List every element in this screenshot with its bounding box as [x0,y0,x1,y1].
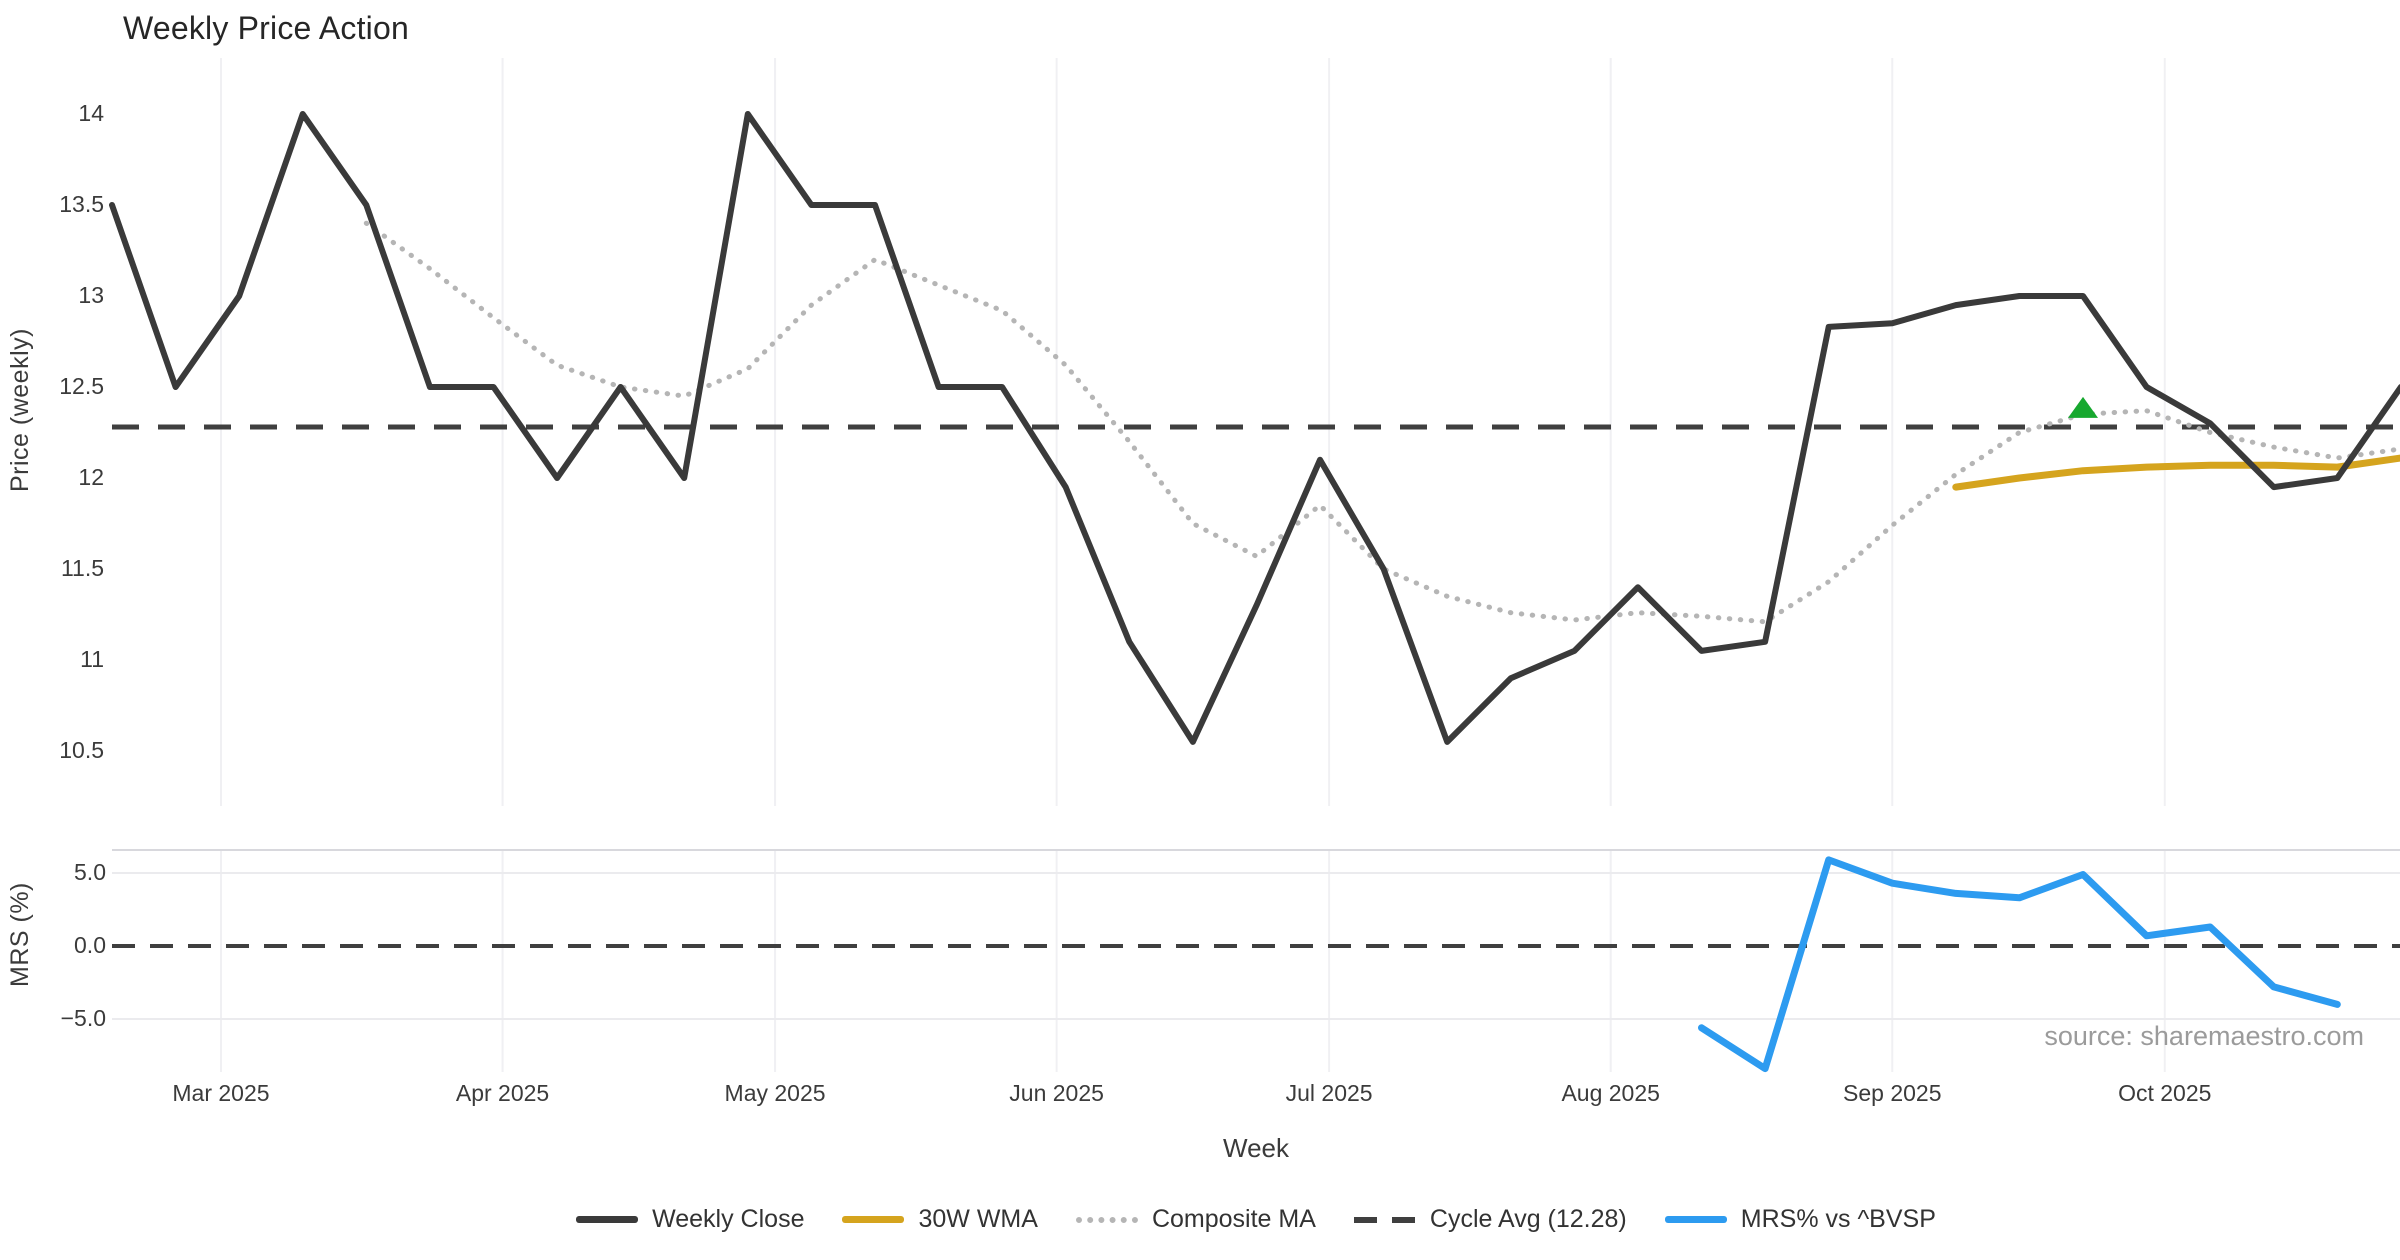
source-note: source: sharemaestro.com [2044,1021,2364,1051]
mrs-tick-label: −5.0 [60,1005,106,1031]
legend-swatch-icon [1664,1216,1727,1223]
month-tick-label: Jul 2025 [1285,1080,1373,1106]
price-tick-label: 13 [78,282,104,308]
month-tick-label: Mar 2025 [172,1080,270,1106]
month-tick-label: Sep 2025 [1843,1080,1942,1106]
legend-item-mrs-vs-bvsp[interactable]: MRS% vs ^BVSP [1664,1205,1936,1234]
price-tick-label: 10.5 [59,737,104,763]
month-tick-label: Jun 2025 [1009,1080,1104,1106]
mrs-line [1698,856,2341,1073]
month-tick-label: Apr 2025 [455,1080,550,1106]
legend-label: 30W WMA [918,1205,1038,1233]
triangle-up-icon [2068,396,2099,418]
price-tick-label: 12 [78,464,104,490]
month-tick-label: May 2025 [724,1080,826,1106]
chart-title: Weekly Price Action [123,10,409,46]
price-tick-label: 11 [80,646,104,672]
mrs-tick-label: 5.0 [74,859,106,885]
legend-item-cycle-avg-12-28-[interactable]: Cycle Avg (12.28) [1353,1205,1627,1234]
wma-30w-line [1952,454,2400,491]
legend-swatch-icon [576,1216,639,1223]
legend-label: MRS% vs ^BVSP [1740,1205,1936,1233]
month-tick-label: Oct 2025 [2118,1080,2212,1106]
price-tick-label: 13.5 [59,191,104,217]
legend-label: Cycle Avg (12.28) [1429,1205,1627,1233]
legend-item-weekly-close[interactable]: Weekly Close [576,1205,804,1234]
legend-item-30w-wma[interactable]: 30W WMA [842,1205,1038,1234]
mrs-tick-label: 0.0 [74,932,106,958]
chart-legend: Weekly Close 30W WMA Composite MA Cycle Avg… [112,1205,2400,1234]
legend-swatch-icon [1353,1216,1416,1223]
composite-ma-line [363,220,2400,625]
price-tick-label: 14 [78,100,104,126]
legend-item-composite-ma[interactable]: Composite MA [1075,1205,1316,1234]
weekly-close-line [109,111,2400,745]
x-axis-title: Week [1223,1133,1289,1163]
price-tick-label: 11.5 [60,555,104,581]
legend-label: Weekly Close [652,1205,805,1233]
legend-swatch-icon [1075,1216,1138,1223]
legend-swatch-icon [842,1216,905,1223]
month-tick-label: Aug 2025 [1561,1080,1660,1106]
price-tick-label: 12.5 [59,373,104,399]
legend-label: Composite MA [1151,1205,1316,1233]
